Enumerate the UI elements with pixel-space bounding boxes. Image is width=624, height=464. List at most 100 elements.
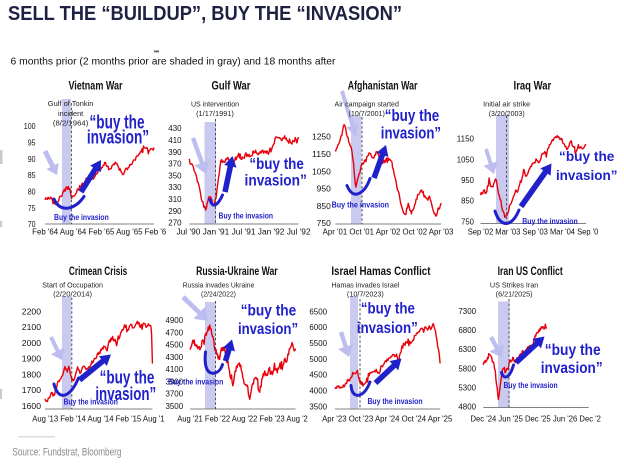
svg-text:Russia-Ukraine War: Russia-Ukraine War xyxy=(196,266,278,278)
svg-text:invasion”: invasion” xyxy=(95,384,156,404)
svg-text:4900: 4900 xyxy=(166,316,184,325)
svg-text:1150: 1150 xyxy=(312,150,331,159)
svg-text:7300: 7300 xyxy=(458,307,476,316)
svg-text:1150: 1150 xyxy=(457,135,475,144)
svg-text:750: 750 xyxy=(461,217,474,226)
svg-text:(10/7/2001): (10/7/2001) xyxy=(349,109,385,118)
svg-text:invasion”: invasion” xyxy=(238,321,298,338)
svg-text:950: 950 xyxy=(317,185,332,194)
svg-text:95: 95 xyxy=(28,138,36,147)
svg-text:(1/17/1991): (1/17/1991) xyxy=(196,109,234,118)
svg-text:4500: 4500 xyxy=(166,341,184,350)
svg-text:Vietnam War: Vietnam War xyxy=(68,81,123,93)
svg-text:1250: 1250 xyxy=(312,133,331,142)
svg-text:Air campaign started: Air campaign started xyxy=(335,99,399,108)
svg-text:75: 75 xyxy=(28,204,36,213)
svg-text:Israel Hamas Conflict: Israel Hamas Conflict xyxy=(331,266,430,278)
svg-text:(2/24/2022): (2/24/2022) xyxy=(201,289,236,298)
svg-text:4100: 4100 xyxy=(166,365,184,374)
svg-text:85: 85 xyxy=(28,171,36,180)
svg-text:(8/2/1964): (8/2/1964) xyxy=(53,118,88,127)
svg-text:Buy the invasion: Buy the invasion xyxy=(54,212,109,222)
svg-text:70: 70 xyxy=(28,220,36,229)
svg-text:330: 330 xyxy=(168,183,182,192)
svg-text:“buy the: “buy the xyxy=(545,342,601,359)
svg-text:Buy the invasion: Buy the invasion xyxy=(522,216,578,226)
svg-text:US Strikes Iran: US Strikes Iran xyxy=(490,281,538,290)
svg-text:350: 350 xyxy=(168,171,182,180)
svg-text:Buy the invasion: Buy the invasion xyxy=(219,211,274,221)
svg-text:1050: 1050 xyxy=(312,167,331,176)
svg-text:5000: 5000 xyxy=(309,355,327,364)
svg-text:Buy the invasion: Buy the invasion xyxy=(367,396,422,406)
svg-text:incident: incident xyxy=(58,109,83,118)
svg-text:invasion”: invasion” xyxy=(381,124,441,142)
svg-text:2100: 2100 xyxy=(22,323,42,332)
svg-text:5800: 5800 xyxy=(458,364,476,373)
svg-text:invasion”: invasion” xyxy=(87,127,149,149)
svg-text:370: 370 xyxy=(168,160,182,169)
svg-text:invasion”: invasion” xyxy=(556,168,618,183)
svg-text:“buy the: “buy the xyxy=(361,301,415,318)
svg-text:Aug '21 Feb '22 Aug '22 Feb '2: Aug '21 Feb '22 Aug '22 Feb '23 Aug '2 xyxy=(177,415,308,424)
svg-text:950: 950 xyxy=(461,176,474,185)
svg-text:3900: 3900 xyxy=(166,377,184,386)
svg-text:Russia invades Ukraine: Russia invades Ukraine xyxy=(183,281,255,290)
svg-text:4000: 4000 xyxy=(309,387,327,396)
svg-text:1700: 1700 xyxy=(22,386,42,395)
svg-text:Gulf War: Gulf War xyxy=(212,81,251,93)
svg-text:4300: 4300 xyxy=(166,353,184,362)
svg-text:1800: 1800 xyxy=(22,370,42,379)
svg-text:3500: 3500 xyxy=(166,402,184,411)
svg-text:290: 290 xyxy=(168,207,182,216)
svg-text:Buy the invasion: Buy the invasion xyxy=(168,376,223,386)
svg-text:Afghanistan War: Afghanistan War xyxy=(348,81,418,93)
svg-text:310: 310 xyxy=(168,195,182,204)
svg-text:90: 90 xyxy=(28,155,36,164)
svg-text:Buy the invasion: Buy the invasion xyxy=(504,380,558,390)
svg-text:4800: 4800 xyxy=(458,402,476,411)
svg-text:5300: 5300 xyxy=(458,383,476,392)
svg-text:Buy the invasion: Buy the invasion xyxy=(63,397,117,407)
svg-text:390: 390 xyxy=(168,148,182,157)
svg-text:Apr '01 Oct '01 Apr '02 Oct '0: Apr '01 Oct '01 Apr '02 Oct '02 Apr '03 xyxy=(323,228,454,237)
svg-text:850: 850 xyxy=(461,197,474,206)
svg-text:270: 270 xyxy=(168,219,182,228)
svg-text:“buy the: “buy the xyxy=(249,156,304,173)
svg-text:Dec '24 Jun '25 Dec '25 Jun '2: Dec '24 Jun '25 Dec '25 Jun '26 Dec '2 xyxy=(471,415,601,424)
svg-text:Buy the invasion: Buy the invasion xyxy=(332,199,389,209)
svg-text:2000: 2000 xyxy=(22,339,42,348)
svg-text:Feb '64 Aug '64 Feb '65 Aug '6: Feb '64 Aug '64 Feb '65 Aug '65 Feb '6 xyxy=(32,228,166,237)
svg-text:invasion”: invasion” xyxy=(541,360,603,377)
svg-text:invasion”: invasion” xyxy=(245,173,307,190)
svg-text:6500: 6500 xyxy=(309,307,327,316)
svg-text:Gulf of Tonkin: Gulf of Tonkin xyxy=(48,99,94,108)
svg-text:“buy the: “buy the xyxy=(90,112,145,134)
svg-text:“buy the: “buy the xyxy=(100,368,155,388)
svg-text:Sep '02 Mar '03 Sep '03 Mar '0: Sep '02 Mar '03 Sep '03 Mar '04 Sep '0 xyxy=(468,228,599,237)
svg-text:(2/20/2014): (2/20/2014) xyxy=(53,289,92,298)
svg-text:430: 430 xyxy=(168,124,182,133)
svg-text:6800: 6800 xyxy=(458,326,476,335)
svg-text:850: 850 xyxy=(317,202,332,211)
svg-text:Apr '23 Oct '23 Apr '24 Oct '2: Apr '23 Oct '23 Apr '24 Oct '24 Apr '25 xyxy=(322,415,453,424)
svg-text:SELL THE “BUILDUP”, BUY THE “I: SELL THE “BUILDUP”, BUY THE “INVASION” xyxy=(8,3,402,25)
svg-text:Iran US Conflict: Iran US Conflict xyxy=(498,266,563,278)
svg-text:100: 100 xyxy=(24,122,36,131)
svg-text:invasion”: invasion” xyxy=(357,320,418,337)
svg-text:(3/20/2003): (3/20/2003) xyxy=(489,109,525,118)
svg-text:Start of Occupation: Start of Occupation xyxy=(42,281,103,290)
svg-text:2200: 2200 xyxy=(22,307,42,316)
svg-text:“buy the: “buy the xyxy=(385,107,440,125)
svg-text:6300: 6300 xyxy=(458,345,476,354)
svg-text:Source: Fundstrat, Bloomberg: Source: Fundstrat, Bloomberg xyxy=(12,446,121,458)
svg-text:(6/21/2025): (6/21/2025) xyxy=(496,289,533,298)
svg-text:750: 750 xyxy=(317,219,332,228)
svg-text:80: 80 xyxy=(28,187,36,196)
svg-text:6000: 6000 xyxy=(309,323,327,332)
svg-text:“buy the: “buy the xyxy=(559,149,615,164)
svg-text:4700: 4700 xyxy=(166,328,184,337)
svg-text:6 months prior (2 months prior: 6 months prior (2 months prior are shade… xyxy=(11,56,337,67)
svg-text:Aug '13 Feb '14 Aug '14 Feb '1: Aug '13 Feb '14 Aug '14 Feb '15 Aug '1 xyxy=(32,415,164,424)
svg-text:4500: 4500 xyxy=(309,371,327,380)
